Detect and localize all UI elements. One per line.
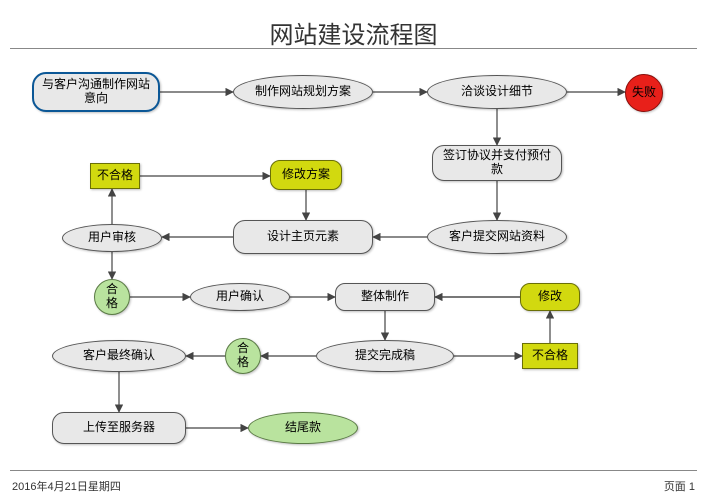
node-n6: 客户提交网站资料	[427, 220, 567, 254]
node-label: 不合格	[532, 349, 568, 363]
node-n8: 用户审核	[62, 224, 162, 252]
node-label: 不合格	[97, 169, 133, 183]
node-n17: 合格	[225, 338, 261, 374]
node-label: 设计主页元素	[267, 230, 339, 244]
rule-top	[10, 48, 697, 49]
node-n15: 提交完成稿	[316, 340, 454, 372]
node-label: 失败	[632, 86, 656, 100]
node-n7: 设计主页元素	[233, 220, 373, 254]
node-n1: 与客户沟通制作网站意向	[32, 72, 160, 112]
node-label: 用户确认	[216, 290, 264, 304]
footer-page: 页面 1	[664, 478, 695, 494]
node-label: 用户审核	[88, 231, 136, 245]
node-label: 客户提交网站资料	[449, 230, 545, 244]
rule-bottom	[10, 470, 697, 471]
node-label: 上传至服务器	[83, 421, 155, 435]
node-label: 提交完成稿	[355, 349, 415, 363]
node-label: 签订协议并支付预付款	[439, 149, 555, 177]
node-n16: 不合格	[522, 343, 578, 369]
node-n13: 整体制作	[335, 283, 435, 311]
node-label: 修改	[538, 290, 562, 304]
node-label: 整体制作	[361, 290, 409, 304]
node-label: 制作网站规划方案	[255, 85, 351, 99]
node-n3: 洽谈设计细节	[427, 75, 567, 109]
node-n18: 客户最终确认	[52, 340, 186, 372]
node-n19: 上传至服务器	[52, 412, 186, 444]
node-label: 客户最终确认	[83, 349, 155, 363]
node-n2: 制作网站规划方案	[233, 75, 373, 109]
node-n5: 签订协议并支付预付款	[432, 145, 562, 181]
footer-date: 2016年4月21日星期四	[12, 478, 121, 494]
node-n11: 合格	[94, 279, 130, 315]
node-label: 与客户沟通制作网站意向	[40, 78, 152, 106]
node-label: 结尾款	[285, 421, 321, 435]
node-n4: 失败	[625, 74, 663, 112]
node-label: 合格	[101, 283, 123, 311]
node-n12: 用户确认	[190, 283, 290, 311]
page-title: 网站建设流程图	[0, 15, 707, 50]
node-n14: 修改	[520, 283, 580, 311]
node-n20: 结尾款	[248, 412, 358, 444]
node-label: 洽谈设计细节	[461, 85, 533, 99]
node-label: 合格	[232, 342, 254, 370]
node-label: 修改方案	[282, 168, 330, 182]
node-n10: 修改方案	[270, 160, 342, 190]
node-n9: 不合格	[90, 163, 140, 189]
